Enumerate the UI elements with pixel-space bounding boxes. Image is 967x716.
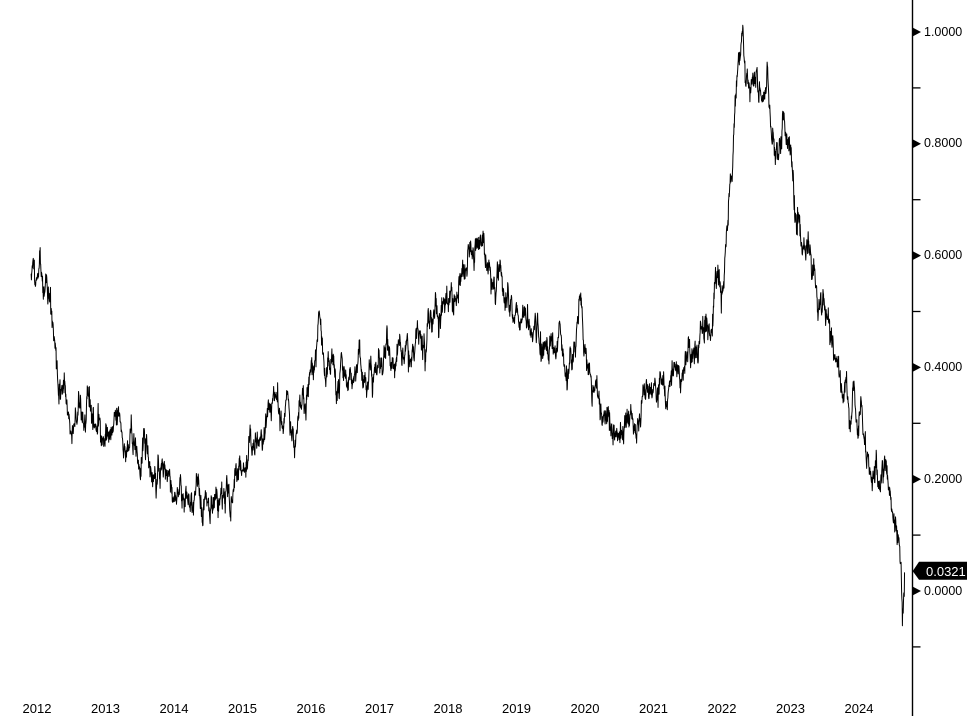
svg-text:0.0321: 0.0321 [926,564,966,579]
